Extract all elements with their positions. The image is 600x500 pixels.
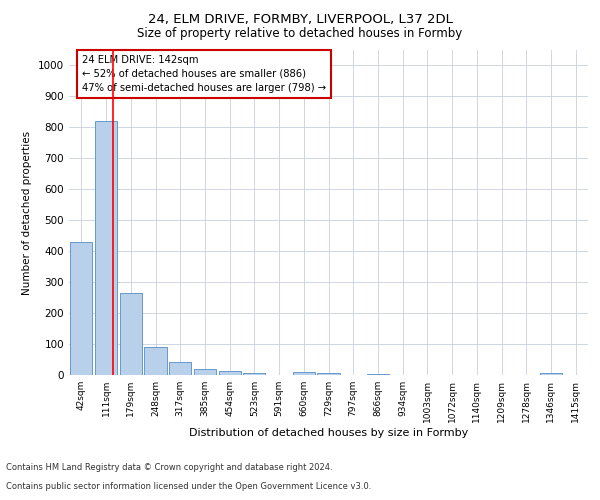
Bar bbox=[194, 370, 216, 375]
Text: 24 ELM DRIVE: 142sqm
← 52% of detached houses are smaller (886)
47% of semi-deta: 24 ELM DRIVE: 142sqm ← 52% of detached h… bbox=[82, 55, 326, 93]
Bar bbox=[70, 242, 92, 375]
Bar bbox=[218, 372, 241, 375]
Bar bbox=[95, 121, 117, 375]
Bar bbox=[293, 372, 315, 375]
Bar bbox=[243, 373, 265, 375]
Y-axis label: Number of detached properties: Number of detached properties bbox=[22, 130, 32, 294]
Text: Contains HM Land Registry data © Crown copyright and database right 2024.: Contains HM Land Registry data © Crown c… bbox=[6, 464, 332, 472]
Bar bbox=[169, 362, 191, 375]
Bar bbox=[119, 293, 142, 375]
Bar bbox=[367, 374, 389, 375]
X-axis label: Distribution of detached houses by size in Formby: Distribution of detached houses by size … bbox=[189, 428, 468, 438]
Text: 24, ELM DRIVE, FORMBY, LIVERPOOL, L37 2DL: 24, ELM DRIVE, FORMBY, LIVERPOOL, L37 2D… bbox=[148, 12, 452, 26]
Bar bbox=[145, 346, 167, 375]
Text: Contains public sector information licensed under the Open Government Licence v3: Contains public sector information licen… bbox=[6, 482, 371, 491]
Bar bbox=[540, 373, 562, 375]
Text: Size of property relative to detached houses in Formby: Size of property relative to detached ho… bbox=[137, 28, 463, 40]
Bar bbox=[317, 374, 340, 375]
